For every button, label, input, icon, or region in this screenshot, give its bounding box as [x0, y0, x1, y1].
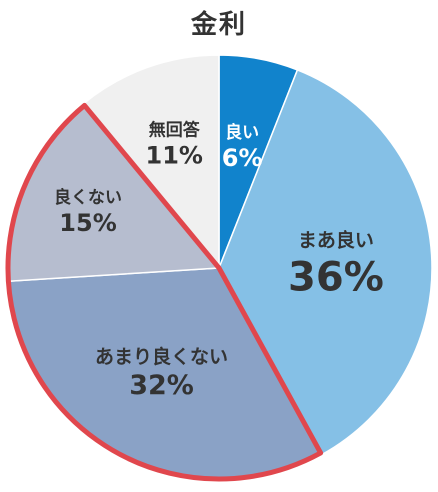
slice-label: 無回答 — [149, 119, 201, 140]
slice-value-label: 32% — [129, 370, 194, 401]
slice-value-label: 36% — [288, 255, 384, 301]
highlight-outline — [5, 102, 324, 482]
slice-label: 良くない — [54, 187, 122, 208]
slice-label: まあ良い — [298, 229, 374, 252]
slice-label: あまり良くない — [95, 345, 228, 368]
chart-title: 金利 — [190, 10, 247, 40]
slice-value-label: 6% — [222, 144, 263, 172]
slice-value-label: 15% — [59, 209, 116, 237]
pie-slice — [218, 68, 433, 456]
pie-slice — [82, 54, 220, 271]
slice-label: 良い — [225, 122, 259, 143]
slice-value-label: 11% — [146, 141, 203, 169]
